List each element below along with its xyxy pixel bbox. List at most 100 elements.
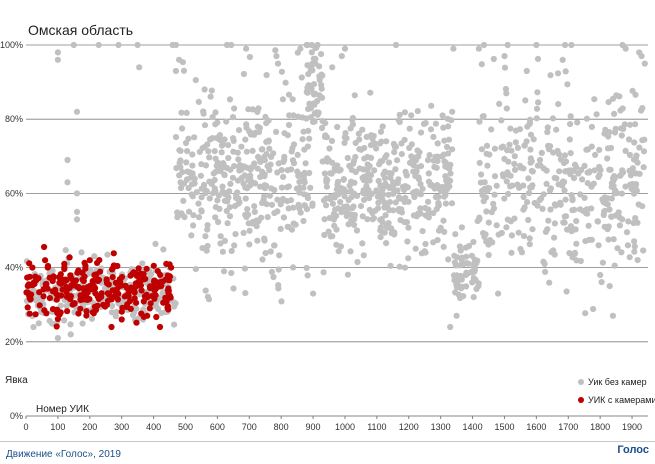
- series-with-cameras: [23, 243, 175, 331]
- x-tick-label: 1800: [590, 422, 610, 432]
- data-point: [525, 190, 533, 197]
- data-point: [577, 206, 584, 213]
- legend-label-with-cameras: УИК с камерами: [588, 395, 655, 405]
- data-point: [588, 183, 595, 190]
- data-point: [425, 170, 432, 177]
- x-tick-label: 0: [23, 422, 28, 432]
- data-point: [309, 200, 316, 207]
- data-point: [382, 180, 389, 187]
- logo-text: Голос: [617, 444, 649, 456]
- data-point: [377, 128, 385, 135]
- data-point: [392, 41, 400, 49]
- data-point: [285, 205, 292, 212]
- data-point: [471, 256, 478, 263]
- data-point: [528, 184, 535, 191]
- data-point: [341, 45, 349, 52]
- data-point: [268, 201, 276, 208]
- data-point: [73, 283, 81, 290]
- data-point: [630, 156, 638, 163]
- data-point: [72, 277, 80, 284]
- data-point: [427, 126, 435, 133]
- data-point: [220, 268, 228, 275]
- data-point: [526, 235, 533, 242]
- data-point: [632, 181, 640, 188]
- data-point: [63, 293, 71, 300]
- data-point: [160, 246, 167, 253]
- data-point: [281, 130, 288, 137]
- data-point: [463, 283, 470, 290]
- data-point: [235, 200, 242, 207]
- data-point: [172, 67, 179, 75]
- data-point: [228, 269, 235, 277]
- data-point: [328, 137, 336, 144]
- data-point: [618, 190, 626, 197]
- data-point: [425, 198, 432, 205]
- data-point: [353, 227, 361, 234]
- data-point: [394, 187, 401, 194]
- data-point: [326, 145, 333, 152]
- data-point: [246, 227, 253, 234]
- data-point: [535, 99, 542, 106]
- data-point: [569, 254, 576, 261]
- data-point: [29, 264, 36, 271]
- data-point: [230, 285, 237, 292]
- data-point: [599, 259, 607, 266]
- data-point: [475, 45, 482, 52]
- data-point: [217, 240, 224, 247]
- data-point: [410, 212, 417, 219]
- data-point: [305, 127, 312, 134]
- data-point: [337, 198, 344, 206]
- y-tick-label: 100%: [0, 40, 23, 50]
- y-tick-label: 0%: [10, 411, 23, 421]
- data-point: [610, 236, 617, 243]
- data-point: [442, 200, 449, 207]
- data-point: [163, 260, 170, 267]
- data-point: [386, 199, 393, 206]
- legend-label-without-cameras: Уик без камер: [588, 377, 647, 387]
- data-point: [280, 173, 287, 180]
- data-point: [284, 184, 291, 191]
- data-point: [419, 185, 426, 192]
- data-point: [33, 297, 40, 304]
- data-point: [434, 157, 441, 165]
- x-tick-label: 100: [50, 422, 65, 432]
- data-point: [478, 146, 485, 153]
- data-point: [563, 288, 570, 295]
- data-point: [241, 265, 248, 272]
- data-point: [226, 204, 233, 211]
- data-point: [404, 238, 411, 245]
- data-point: [332, 206, 339, 213]
- data-point: [301, 146, 308, 153]
- data-point: [414, 164, 421, 171]
- data-point: [622, 147, 629, 154]
- y-tick-labels: 0% 20% 40% 60% 80% 100%: [0, 40, 23, 421]
- data-point: [605, 236, 612, 243]
- x-tick-label: 1000: [335, 422, 355, 432]
- data-point: [396, 111, 403, 118]
- data-point: [119, 304, 126, 311]
- data-point: [619, 105, 626, 112]
- data-point: [251, 208, 258, 215]
- data-point: [279, 96, 286, 103]
- footer-credit: Движение «Голос», 2019: [6, 449, 121, 460]
- data-point: [369, 135, 376, 142]
- data-point: [482, 194, 490, 201]
- data-point: [140, 271, 147, 278]
- data-point: [392, 199, 399, 206]
- data-point: [226, 213, 234, 220]
- data-point: [562, 168, 569, 175]
- data-point: [198, 161, 205, 168]
- data-point: [91, 253, 98, 260]
- data-point: [144, 312, 151, 319]
- data-point: [310, 55, 317, 62]
- data-point: [402, 183, 409, 190]
- data-point: [63, 277, 70, 284]
- data-point: [639, 203, 646, 210]
- data-point: [609, 95, 617, 102]
- data-point: [184, 168, 191, 175]
- data-point: [193, 189, 200, 196]
- data-point: [54, 56, 62, 63]
- data-point: [553, 126, 560, 133]
- data-point: [247, 166, 254, 173]
- data-point: [533, 105, 541, 112]
